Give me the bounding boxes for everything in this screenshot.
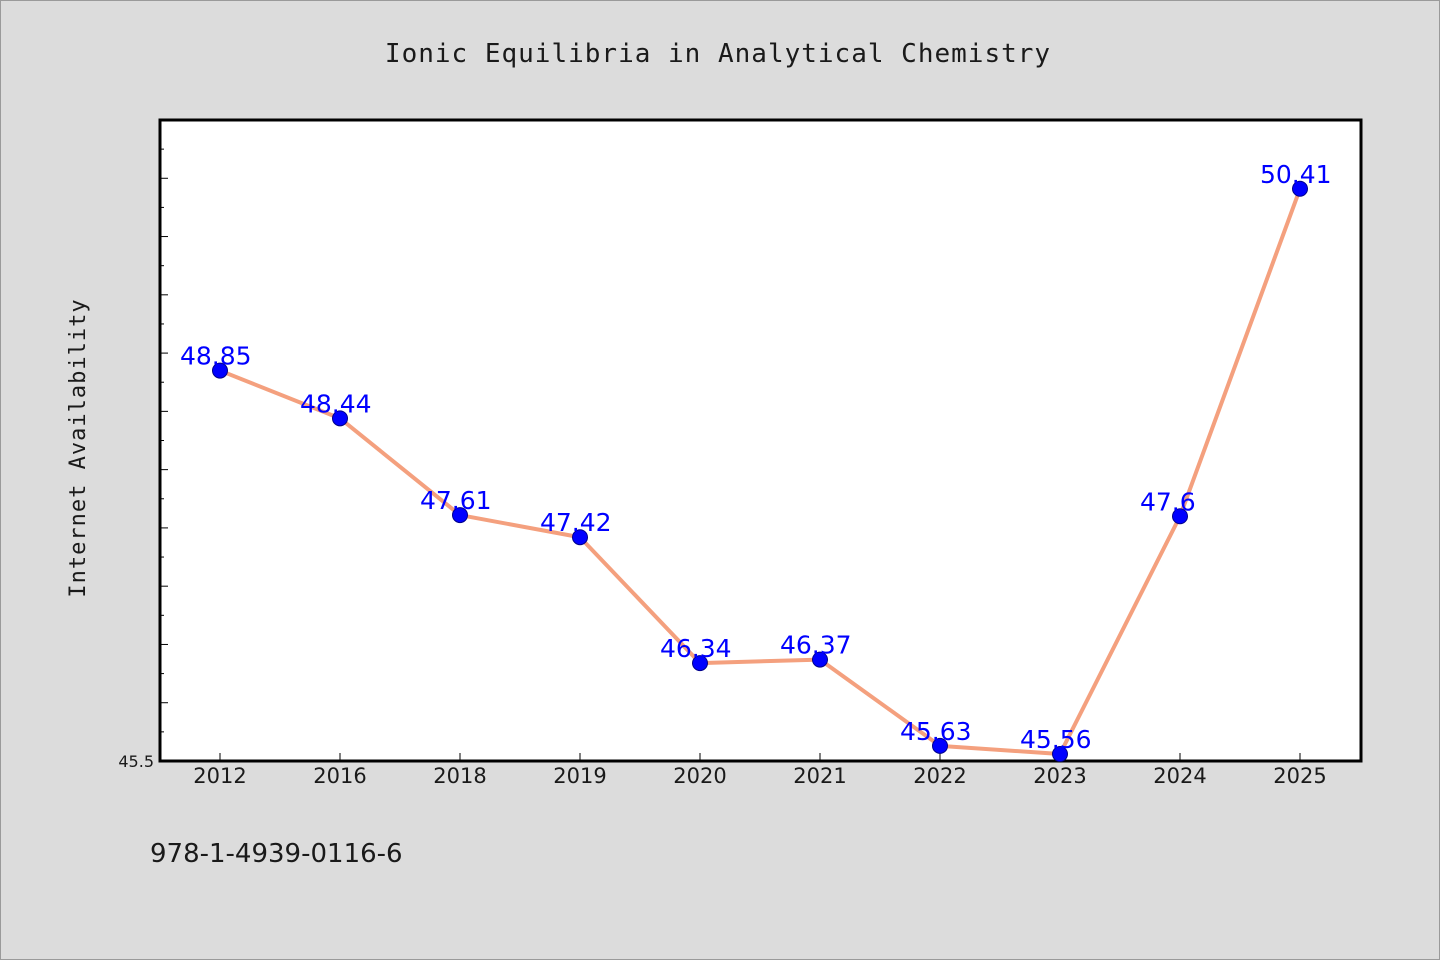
x-tick-label: 2021 (793, 764, 846, 788)
y-axis-ticks: 45.5 (118, 119, 168, 771)
data-label: 50.41 (1260, 160, 1332, 189)
data-point (1052, 746, 1068, 763)
plot-area (158, 118, 1363, 763)
y-tick-label: 45.5 (118, 752, 154, 771)
data-point (1172, 508, 1188, 525)
data-point (932, 737, 948, 754)
x-tick-label: 2019 (553, 764, 606, 788)
data-label: 46.34 (660, 634, 732, 663)
data-label: 45.56 (1020, 725, 1092, 754)
x-tick-label: 2022 (913, 764, 966, 788)
data-point (812, 651, 828, 668)
data-labels-group: 48.85 48.44 47.61 47.42 46.34 46.37 45.63 45.56… (180, 160, 1332, 754)
data-label: 47.61 (420, 486, 492, 515)
x-axis-ticks: 2012 2016 2018 2019 2020 2021 2022 2023 2024 2025 (193, 753, 1327, 788)
x-tick-label: 2023 (1033, 764, 1086, 788)
series-line-group (212, 180, 1308, 763)
data-label: 46.37 (780, 631, 852, 660)
x-tick-label: 2024 (1153, 764, 1206, 788)
data-point (452, 507, 468, 524)
data-label: 48.44 (300, 389, 372, 418)
data-point (212, 362, 228, 379)
data-label: 47.6 (1140, 487, 1196, 516)
data-label: 48.85 (180, 342, 252, 371)
data-label: 45.63 (900, 717, 972, 746)
data-point (332, 410, 348, 427)
data-label: 47.42 (540, 508, 612, 537)
x-tick-label: 2016 (313, 764, 366, 788)
x-tick-label: 2020 (673, 764, 726, 788)
series-line (218, 186, 1302, 757)
data-point (1292, 180, 1308, 197)
x-tick-label: 2018 (433, 764, 486, 788)
isbn-text: 978-1-4939-0116-6 (150, 839, 403, 869)
x-tick-label: 2025 (1273, 764, 1326, 788)
y-axis-label: Internet Availability (66, 298, 91, 597)
chart-title: Ionic Equilibria in Analytical Chemistry (385, 39, 1051, 69)
data-point (572, 529, 588, 546)
x-tick-label: 2012 (193, 764, 246, 788)
data-point (692, 655, 708, 672)
